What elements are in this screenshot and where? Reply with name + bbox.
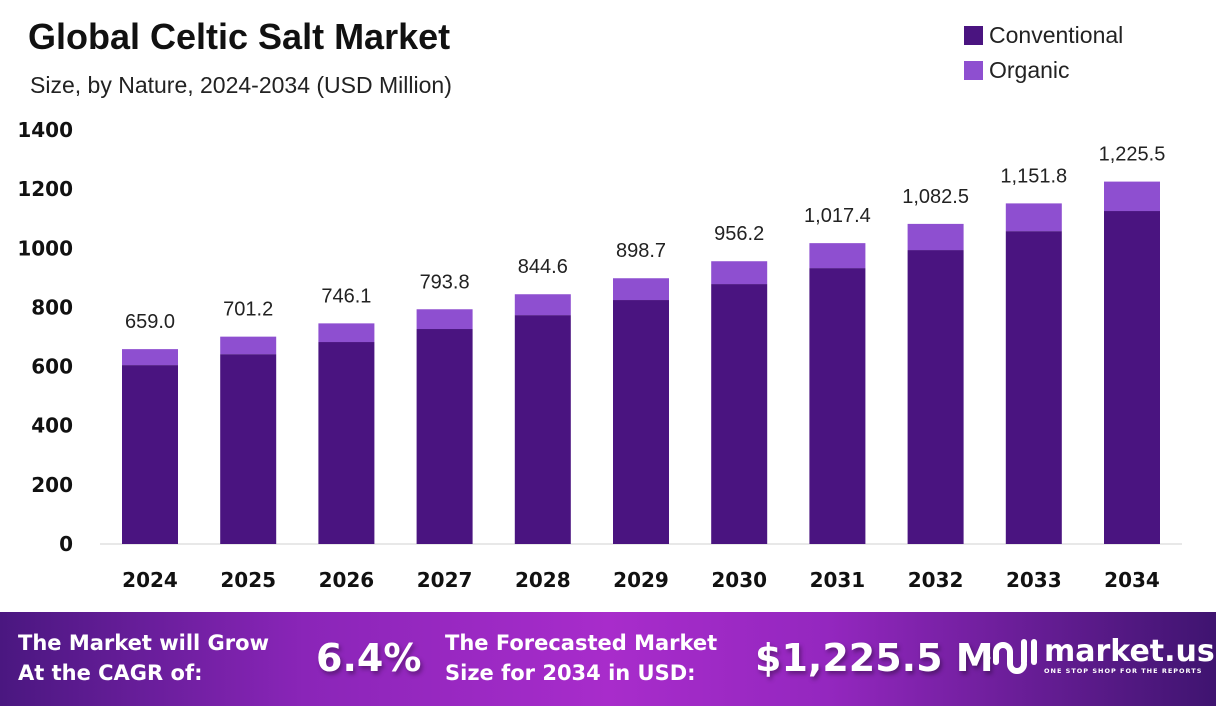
x-tick-label: 2028 — [515, 568, 571, 592]
bar-conventional-2025 — [220, 354, 277, 544]
forecast-label-line: The Forecasted Market — [445, 631, 718, 655]
bar-conventional-2032 — [907, 250, 964, 544]
cagr-label-line: At the CAGR of: — [18, 661, 203, 685]
data-label-2030: 956.2 — [714, 223, 764, 245]
data-label-2025: 701.2 — [223, 299, 273, 321]
bar-organic-2031 — [809, 243, 866, 269]
x-tick-label: 2032 — [908, 568, 964, 592]
bar-conventional-2024 — [122, 365, 178, 544]
y-tick-label: 1000 — [17, 236, 73, 260]
market-us-logo: market.us ONE STOP SHOP FOR THE REPORTS — [982, 634, 1215, 678]
legend-swatch — [964, 61, 983, 80]
x-tick-label: 2031 — [810, 568, 866, 592]
chart-title: Global Celtic Salt Market — [28, 16, 451, 57]
logo-tagline: ONE STOP SHOP FOR THE REPORTS — [1044, 667, 1203, 675]
x-tick-label: 2030 — [711, 568, 767, 592]
bar-organic-2030 — [711, 261, 768, 285]
bar-organic-2028 — [514, 294, 571, 316]
data-label-2032: 1,082.5 — [902, 186, 969, 208]
bar-organic-2024 — [122, 349, 178, 366]
bar-conventional-2028 — [514, 315, 571, 544]
y-tick-label: 400 — [31, 414, 73, 438]
x-tick-label: 2027 — [417, 568, 473, 592]
bar-organic-2026 — [318, 323, 375, 343]
legend-item-conventional: Conventional — [964, 18, 1123, 53]
x-tick-label: 2034 — [1104, 568, 1160, 592]
bar-conventional-2029 — [613, 300, 669, 544]
data-label-2029: 898.7 — [616, 240, 666, 262]
data-label-2031: 1,017.4 — [804, 205, 871, 227]
bar-conventional-2026 — [318, 342, 375, 544]
x-tick-label: 2025 — [220, 568, 276, 592]
data-label-2027: 793.8 — [420, 271, 470, 293]
legend-item-organic: Organic — [964, 53, 1123, 88]
logo-name: market.us — [1044, 634, 1215, 669]
bar-organic-2032 — [907, 223, 964, 251]
y-tick-label: 0 — [59, 532, 73, 556]
y-tick-label: 1400 — [17, 118, 73, 142]
y-tick-label: 800 — [31, 295, 73, 319]
logo-icon — [985, 639, 1037, 674]
bar-organic-2027 — [416, 309, 473, 330]
x-tick-label: 2024 — [122, 568, 178, 592]
forecast-value: $1,225.5 M — [755, 636, 994, 680]
data-label-2026: 746.1 — [321, 285, 371, 307]
x-tick-label: 2029 — [613, 568, 669, 592]
x-tick-label: 2026 — [319, 568, 375, 592]
chart-subtitle: Size, by Nature, 2024-2034 (USD Million) — [30, 72, 452, 98]
bar-organic-2034 — [1104, 181, 1160, 212]
legend: Conventional Organic — [964, 18, 1123, 88]
forecast-label-line: Size for 2034 in USD: — [445, 661, 696, 685]
y-tick-label: 600 — [31, 355, 73, 379]
bar-conventional-2034 — [1104, 211, 1160, 545]
bar-chart: 0 200 400 600 800 1000 1200 1400 659.0 2024 701.2 2… — [17, 118, 1182, 592]
bar-organic-2025 — [220, 336, 277, 355]
bar-organic-2033 — [1005, 203, 1062, 232]
data-label-2034: 1,225.5 — [1099, 144, 1166, 166]
bar-conventional-2033 — [1005, 231, 1062, 545]
bar-conventional-2030 — [711, 284, 768, 544]
bar-conventional-2031 — [809, 268, 866, 544]
legend-swatch — [964, 26, 983, 45]
summary-banner: The Market will Grow At the CAGR of: 6.4%… — [0, 612, 1216, 706]
cagr-value: 6.4% — [316, 636, 422, 680]
forecast-label: The Forecasted Market Size for 2034 in US… — [445, 628, 717, 688]
bar-conventional-2027 — [416, 329, 473, 544]
data-label-2024: 659.0 — [125, 311, 175, 333]
legend-label: Conventional — [989, 22, 1124, 48]
data-label-2033: 1,151.8 — [1000, 165, 1067, 187]
data-label-2028: 844.6 — [518, 256, 568, 278]
y-tick-label: 200 — [31, 473, 73, 497]
cagr-label: The Market will Grow At the CAGR of: — [18, 628, 269, 688]
bar-organic-2029 — [613, 278, 669, 301]
cagr-label-line: The Market will Grow — [18, 631, 269, 655]
y-tick-label: 1200 — [17, 177, 73, 201]
x-tick-label: 2033 — [1006, 568, 1062, 592]
legend-label: Organic — [989, 57, 1070, 83]
